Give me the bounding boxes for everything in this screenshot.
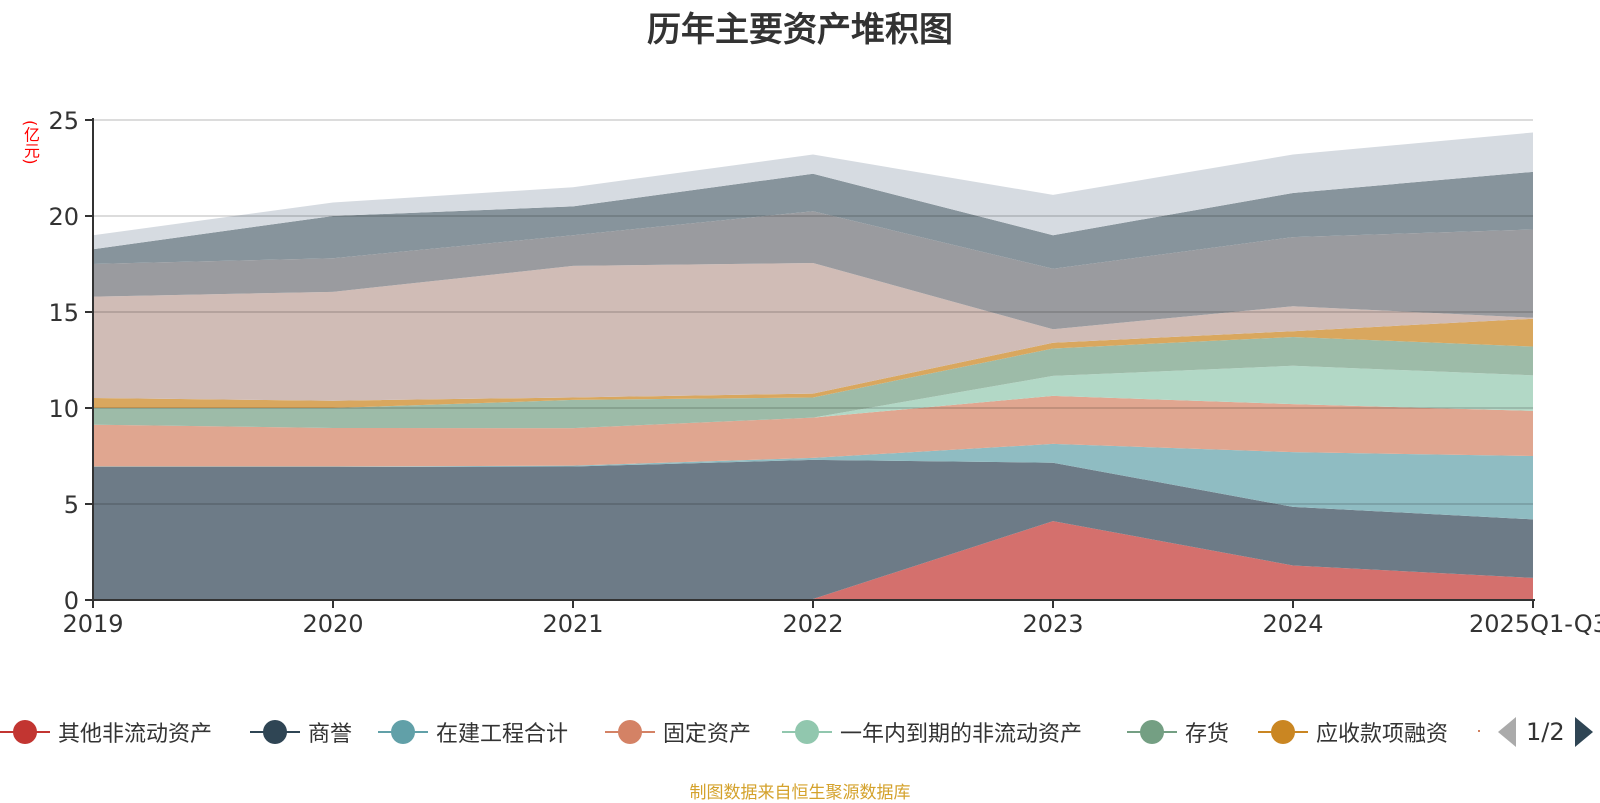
y-tick-label: 0	[64, 587, 79, 615]
chart-legend: 其他非流动资产 商誉 在建工程合计 固定资产 一年内到期的非流动资产 存货 应收款项融资	[0, 712, 1600, 752]
area-series-1	[93, 459, 1533, 600]
legend-item[interactable]: 应收款项融资	[1258, 712, 1448, 752]
area-series-4	[93, 365, 1533, 429]
x-tick-label: 2020	[302, 610, 363, 638]
area-series-9	[93, 171, 1533, 269]
legend-marker-icon	[250, 717, 300, 747]
stacked-area-chart: 0 5 10 15 20 25 2019 2020 2021 2022 2023 2024 2025Q1…	[48, 107, 1600, 638]
y-tick-label: 25	[48, 107, 79, 135]
y-tick-label: 10	[48, 395, 79, 423]
legend-item[interactable]: 一年内到期的非流动资产	[782, 712, 1082, 752]
y-tick-label: 15	[48, 299, 79, 327]
y-tick-label: 5	[64, 491, 79, 519]
y-axis-unit-label: (亿元)	[21, 120, 40, 165]
legend-label: 应收款项融资	[1316, 722, 1449, 747]
legend-marker-icon	[1258, 717, 1308, 747]
legend-marker-icon	[0, 717, 50, 747]
area-series-7	[93, 263, 1533, 401]
legend-label: 存货	[1185, 722, 1230, 747]
y-tick-label: 20	[48, 203, 79, 231]
legend-label: 一年内到期的非流动资产	[840, 722, 1083, 747]
legend-marker-icon	[605, 717, 655, 747]
area-series-8	[93, 211, 1533, 330]
legend-marker-icon	[782, 717, 832, 747]
x-tick-label: 2025Q1-Q3	[1469, 610, 1600, 638]
legend-label: 商誉	[308, 722, 353, 747]
legend-label: 固定资产	[663, 722, 752, 747]
legend-marker-icon	[1127, 717, 1177, 747]
legend-label: 其他非流动资产	[58, 722, 213, 747]
x-tick-label: 2021	[542, 610, 603, 638]
x-tick-label: 2024	[1262, 610, 1323, 638]
triangle-left-icon[interactable]	[1498, 717, 1516, 747]
area-series-5	[93, 336, 1533, 429]
area-series-10	[93, 132, 1533, 250]
legend-item[interactable]: 商誉	[250, 712, 352, 752]
area-series-6	[93, 318, 1533, 408]
legend-label: 在建工程合计	[436, 722, 569, 747]
triangle-right-icon[interactable]	[1574, 717, 1593, 747]
area-series-2	[93, 443, 1533, 520]
legend-item[interactable]: 在建工程合计	[378, 712, 568, 752]
legend-marker-icon	[378, 717, 428, 747]
source-note: 制图数据来自恒生聚源数据库	[689, 783, 911, 803]
legend-item[interactable]: 固定资产	[605, 712, 751, 752]
x-tick-label: 2019	[62, 610, 123, 638]
area-series-3	[93, 395, 1533, 467]
legend-separator	[1478, 730, 1480, 732]
legend-page-indicator: 1/2	[1526, 718, 1565, 746]
legend-item[interactable]: 存货	[1127, 712, 1229, 752]
legend-pager: 1/2	[1498, 712, 1593, 752]
x-tick-label: 2022	[782, 610, 843, 638]
chart-title: 历年主要资产堆积图	[647, 10, 953, 50]
legend-item[interactable]: 其他非流动资产	[0, 712, 212, 752]
x-tick-label: 2023	[1022, 610, 1083, 638]
area-series-0	[93, 521, 1533, 600]
